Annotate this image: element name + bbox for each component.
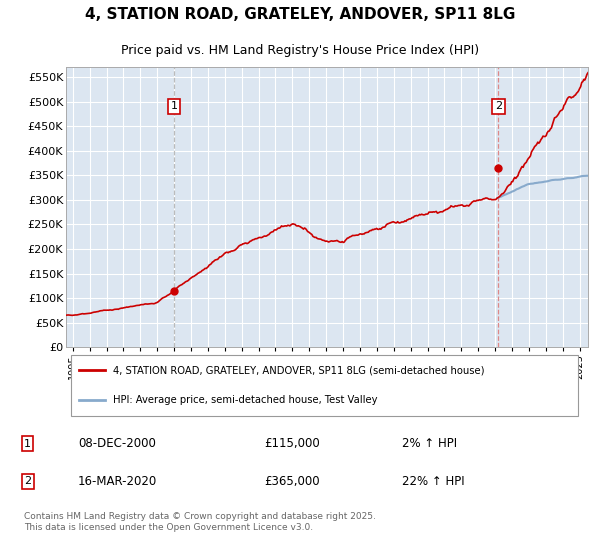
- Text: Price paid vs. HM Land Registry's House Price Index (HPI): Price paid vs. HM Land Registry's House …: [121, 44, 479, 57]
- Text: HPI: Average price, semi-detached house, Test Valley: HPI: Average price, semi-detached house,…: [113, 395, 377, 405]
- Text: 1: 1: [170, 101, 178, 111]
- Text: Contains HM Land Registry data © Crown copyright and database right 2025.
This d: Contains HM Land Registry data © Crown c…: [24, 512, 376, 532]
- FancyBboxPatch shape: [71, 354, 578, 416]
- Text: 2: 2: [495, 101, 502, 111]
- Text: 2: 2: [24, 476, 31, 486]
- Text: 4, STATION ROAD, GRATELEY, ANDOVER, SP11 8LG: 4, STATION ROAD, GRATELEY, ANDOVER, SP11…: [85, 7, 515, 22]
- Text: 2% ↑ HPI: 2% ↑ HPI: [402, 437, 457, 450]
- Text: 4, STATION ROAD, GRATELEY, ANDOVER, SP11 8LG (semi-detached house): 4, STATION ROAD, GRATELEY, ANDOVER, SP11…: [113, 365, 484, 375]
- Text: 1: 1: [24, 438, 31, 449]
- Text: 22% ↑ HPI: 22% ↑ HPI: [402, 475, 464, 488]
- Text: £365,000: £365,000: [264, 475, 320, 488]
- Text: 16-MAR-2020: 16-MAR-2020: [78, 475, 157, 488]
- Text: £115,000: £115,000: [264, 437, 320, 450]
- Text: 08-DEC-2000: 08-DEC-2000: [78, 437, 156, 450]
